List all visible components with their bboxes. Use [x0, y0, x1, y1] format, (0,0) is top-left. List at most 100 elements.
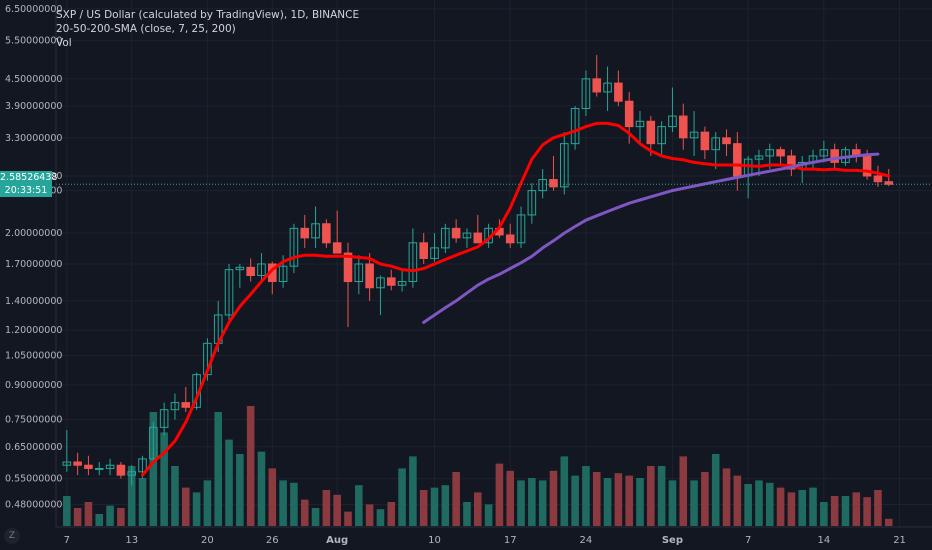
candle-body: [397, 281, 407, 286]
volume-bar: [473, 492, 482, 526]
price-axis-background: [0, 0, 56, 550]
candle-body: [560, 143, 569, 188]
volume-bar: [744, 484, 752, 526]
volume-bar: [84, 502, 93, 526]
volume-bar: [138, 478, 147, 526]
price-tick-label: 4.50000000: [5, 74, 62, 85]
candle-body: [451, 227, 461, 239]
time-tick-label: 7: [64, 535, 70, 546]
candle-body: [343, 252, 353, 283]
candle-body: [678, 115, 688, 139]
candle-body: [657, 126, 666, 145]
candle-body: [711, 137, 720, 151]
tradingview-logo-icon[interactable]: Z: [4, 528, 20, 544]
volume-bar: [365, 504, 374, 526]
indicator-label[interactable]: 20-50-200-SMA (close, 7, 25, 200): [56, 23, 236, 35]
price-tick-label: 2.00000000: [5, 228, 62, 239]
sma-short-line: [141, 121, 891, 477]
candle-body: [441, 227, 450, 249]
volume-bar: [171, 466, 179, 526]
volume-bar: [344, 511, 352, 526]
candlesticks: [62, 55, 894, 486]
volume-label[interactable]: Vol: [56, 37, 72, 49]
candle-body: [105, 464, 115, 469]
volume-bar: [852, 492, 861, 526]
volume-bar: [117, 508, 125, 526]
price-tick-label: 6.50000000: [5, 4, 62, 15]
volume-bar: [203, 480, 212, 526]
candle-body: [419, 242, 428, 259]
volume-bar: [441, 485, 450, 526]
volume-bar: [225, 439, 233, 526]
time-tick-label: 10: [428, 535, 441, 546]
candle-body: [300, 227, 310, 239]
candle-body: [354, 263, 364, 283]
candle-body: [765, 149, 775, 157]
time-tick-label: 7: [745, 535, 751, 546]
volume-bar: [711, 454, 720, 526]
volume-bar: [181, 487, 190, 526]
candle-body: [430, 247, 439, 259]
price-axis[interactable]: 6.50000000 5.50000000 4.50000000 3.90000000…: [0, 0, 62, 550]
chart-legend: SXP / US Dollar (calculated by TradingVi…: [56, 8, 359, 50]
volume-bar: [376, 509, 385, 526]
volume-bar: [127, 466, 136, 526]
candle-body: [603, 82, 612, 93]
symbol-title[interactable]: SXP / US Dollar (calculated by TradingVi…: [56, 9, 360, 21]
candle-body: [224, 269, 234, 316]
time-tick-label: 21: [893, 535, 906, 546]
candle-body: [570, 108, 580, 145]
volume-bar: [268, 468, 277, 526]
candle-body: [278, 265, 288, 283]
volume-bar: [592, 472, 601, 526]
volume-bar: [214, 412, 223, 526]
candle-body: [614, 82, 623, 102]
candle-body: [733, 143, 742, 177]
volume-bar: [290, 482, 298, 526]
volume-bar: [647, 466, 655, 526]
volume-bar: [192, 492, 201, 526]
candle-body: [700, 131, 710, 151]
candle-body: [376, 277, 385, 289]
volume-bar: [765, 482, 774, 526]
candle-body: [538, 179, 547, 192]
price-tick-label: 0.75000000: [5, 415, 62, 426]
volume-bar: [528, 478, 536, 526]
volume-bar: [820, 502, 828, 526]
candle-body: [873, 175, 883, 183]
candle-body: [289, 227, 299, 267]
volume-bar: [863, 497, 871, 526]
chart-grid: [56, 0, 932, 527]
time-tick-label: 14: [817, 535, 830, 546]
candle-body: [246, 266, 255, 276]
candle-body: [884, 181, 894, 185]
volume-bar: [95, 514, 104, 526]
volume-bar: [560, 456, 569, 526]
time-tick-label: 13: [125, 535, 138, 546]
volume-bar: [582, 466, 590, 526]
candle-body: [311, 223, 320, 239]
candle-body: [754, 155, 764, 160]
price-tick-label: 5.50000000: [5, 36, 62, 47]
volume-bar: [787, 492, 796, 526]
volume-bar: [517, 480, 525, 526]
time-axis[interactable]: 7 13 20 26 Aug 10 17 24 Sep 7 14 21: [56, 526, 932, 546]
volume-bar: [322, 490, 331, 526]
volume-bar: [636, 478, 644, 526]
volume-bar: [549, 470, 558, 526]
volume-bar: [149, 412, 158, 526]
volume-bar: [625, 475, 633, 526]
candle-body: [73, 461, 82, 466]
volume-bar: [409, 456, 417, 526]
volume-bar: [776, 487, 785, 526]
candle-body: [127, 471, 136, 476]
volume-bar: [355, 485, 363, 526]
volume-bar: [236, 454, 244, 526]
volume-bar: [311, 508, 320, 526]
time-tick-label: 26: [266, 535, 279, 546]
candle-body: [62, 461, 72, 466]
volume-bar: [755, 480, 763, 526]
candle-body: [159, 409, 169, 428]
volume-bar: [841, 496, 850, 526]
